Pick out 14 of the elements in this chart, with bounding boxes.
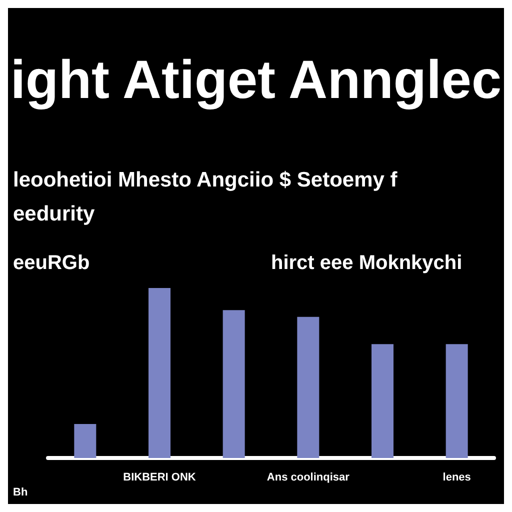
bar <box>297 316 320 458</box>
text: hirct eee Moknkychi <box>271 252 462 274</box>
chart-subtitle: leoohetioi Mhesto Angciio $ Setoemy f eedurity <box>13 168 398 226</box>
bar <box>372 344 394 458</box>
x-tick-label: lenes <box>442 472 471 484</box>
x-tick-label: BIKBERI ONK <box>123 472 196 484</box>
x-tick-label: Ans coolinqisar <box>266 472 350 484</box>
bar <box>74 424 96 458</box>
bar <box>446 344 468 458</box>
chart-title: ight Atiget Annglec <box>10 50 502 110</box>
bar <box>148 288 170 458</box>
text: Bh <box>13 486 28 498</box>
bar <box>222 310 245 458</box>
text: eeuRGb <box>13 252 90 274</box>
